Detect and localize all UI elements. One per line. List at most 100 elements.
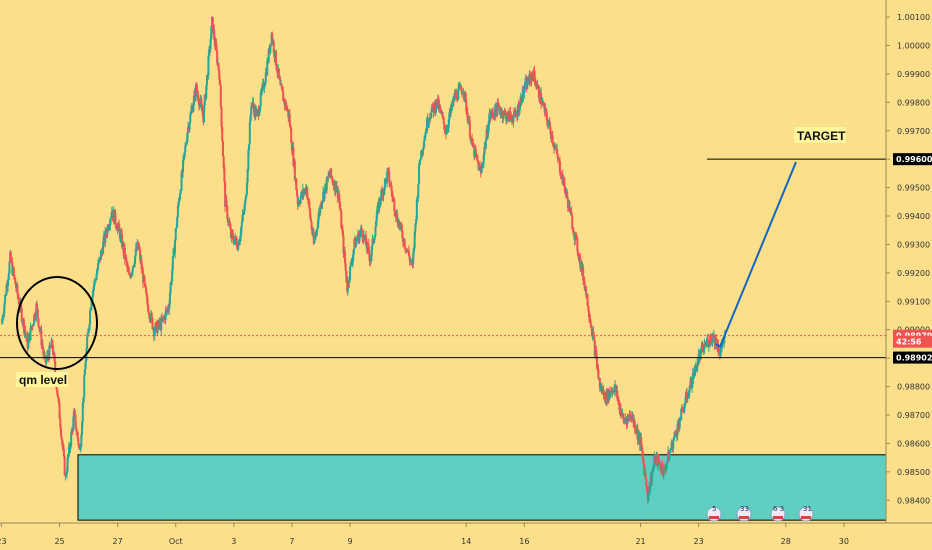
candle-body <box>587 305 590 311</box>
candle-body <box>200 104 203 111</box>
candle-body <box>89 310 92 325</box>
candle-body <box>391 191 394 197</box>
candle-body <box>708 343 711 346</box>
candle-body <box>130 273 133 278</box>
candle-body <box>75 430 78 433</box>
candle-body <box>415 199 418 219</box>
candle-body <box>61 440 64 447</box>
candle-body <box>97 260 100 264</box>
candle-body <box>434 108 437 113</box>
price-tick-label: 0.98700 <box>897 411 930 420</box>
candle-body <box>498 105 501 111</box>
candle-body <box>422 147 425 150</box>
candle-body <box>197 94 200 102</box>
candle-body <box>36 303 39 309</box>
candle-body <box>424 131 427 138</box>
candle-body <box>123 247 126 260</box>
candle-body <box>576 238 579 252</box>
candle-body <box>646 486 649 492</box>
candle-body <box>619 408 622 417</box>
candle-body <box>219 80 222 85</box>
candle-body <box>624 418 627 421</box>
candle-body <box>552 143 555 146</box>
qm-label-bg <box>16 372 68 387</box>
event-marker-flag-icon[interactable]: 33 <box>736 505 752 522</box>
candle-body <box>429 117 432 119</box>
candle-body <box>704 344 707 346</box>
candle-body <box>531 75 534 77</box>
candle-body <box>705 341 708 346</box>
price-tick-label: 0.99200 <box>897 269 930 278</box>
candle-body <box>545 112 548 121</box>
candle-body <box>56 389 59 396</box>
candle-body <box>647 486 650 501</box>
candle-body <box>138 247 141 251</box>
candle-body <box>466 112 469 123</box>
candle-body <box>702 349 705 352</box>
candle-body <box>289 125 292 129</box>
candle-body <box>175 227 178 229</box>
price-tag-label: 0.98902 <box>896 354 932 363</box>
candle-body <box>641 450 644 459</box>
candle-body <box>577 251 580 257</box>
candle-body <box>125 257 128 262</box>
candle-body <box>189 111 192 115</box>
event-marker-flag-icon[interactable]: 5 <box>706 505 722 522</box>
candle-body <box>502 115 505 119</box>
candle-body <box>237 244 240 250</box>
candle-body <box>330 168 333 177</box>
event-marker-flag-icon[interactable]: 6 3 <box>770 505 786 522</box>
candle-body <box>76 432 79 439</box>
candle-body <box>233 240 236 245</box>
candle-body <box>412 252 415 264</box>
candle-body <box>690 378 693 388</box>
candle-body <box>264 72 267 83</box>
candle-body <box>319 204 322 214</box>
candle-body <box>453 92 456 101</box>
candle-body <box>320 203 323 208</box>
price-tag-label: 42:56 <box>896 338 922 347</box>
candle-body <box>57 395 60 398</box>
candle-body <box>356 239 359 241</box>
candle-body <box>379 200 382 202</box>
candle-body <box>439 105 442 109</box>
candle-body <box>687 396 690 398</box>
candle-body <box>513 110 516 117</box>
candle-body <box>132 265 135 267</box>
candle-body <box>679 419 682 421</box>
candle-body <box>147 312 150 315</box>
candle-body <box>651 468 654 473</box>
candle-body <box>148 314 151 320</box>
candle-body <box>238 239 241 246</box>
candle-body <box>675 434 678 437</box>
candle-body <box>553 145 556 149</box>
candle-body <box>206 74 209 76</box>
candle-body <box>114 212 117 225</box>
candle-body <box>261 86 264 93</box>
candle-body <box>617 399 620 401</box>
price-tick-label: 0.99300 <box>897 240 930 249</box>
candle-body <box>620 415 623 417</box>
candle-body <box>457 86 460 89</box>
candle-body <box>120 232 123 234</box>
candle-body <box>315 230 318 232</box>
candle-body <box>648 486 651 493</box>
candle-body <box>105 234 108 236</box>
candle-body <box>375 220 378 227</box>
candle-body <box>298 202 301 204</box>
candle-body <box>513 110 516 113</box>
candle-body <box>416 197 419 200</box>
candle-body <box>383 179 386 190</box>
price-tag <box>893 153 932 166</box>
candle-body <box>696 363 699 365</box>
candle-body <box>505 112 508 122</box>
candle-body <box>343 251 346 264</box>
candle-body <box>462 93 465 95</box>
time-tick-label: 25 <box>54 537 64 546</box>
candle-body <box>431 104 434 107</box>
event-marker-flag-icon[interactable]: 31 <box>798 505 814 522</box>
candle-body <box>213 29 216 41</box>
candle-body <box>417 183 420 198</box>
candle-body <box>661 465 664 474</box>
